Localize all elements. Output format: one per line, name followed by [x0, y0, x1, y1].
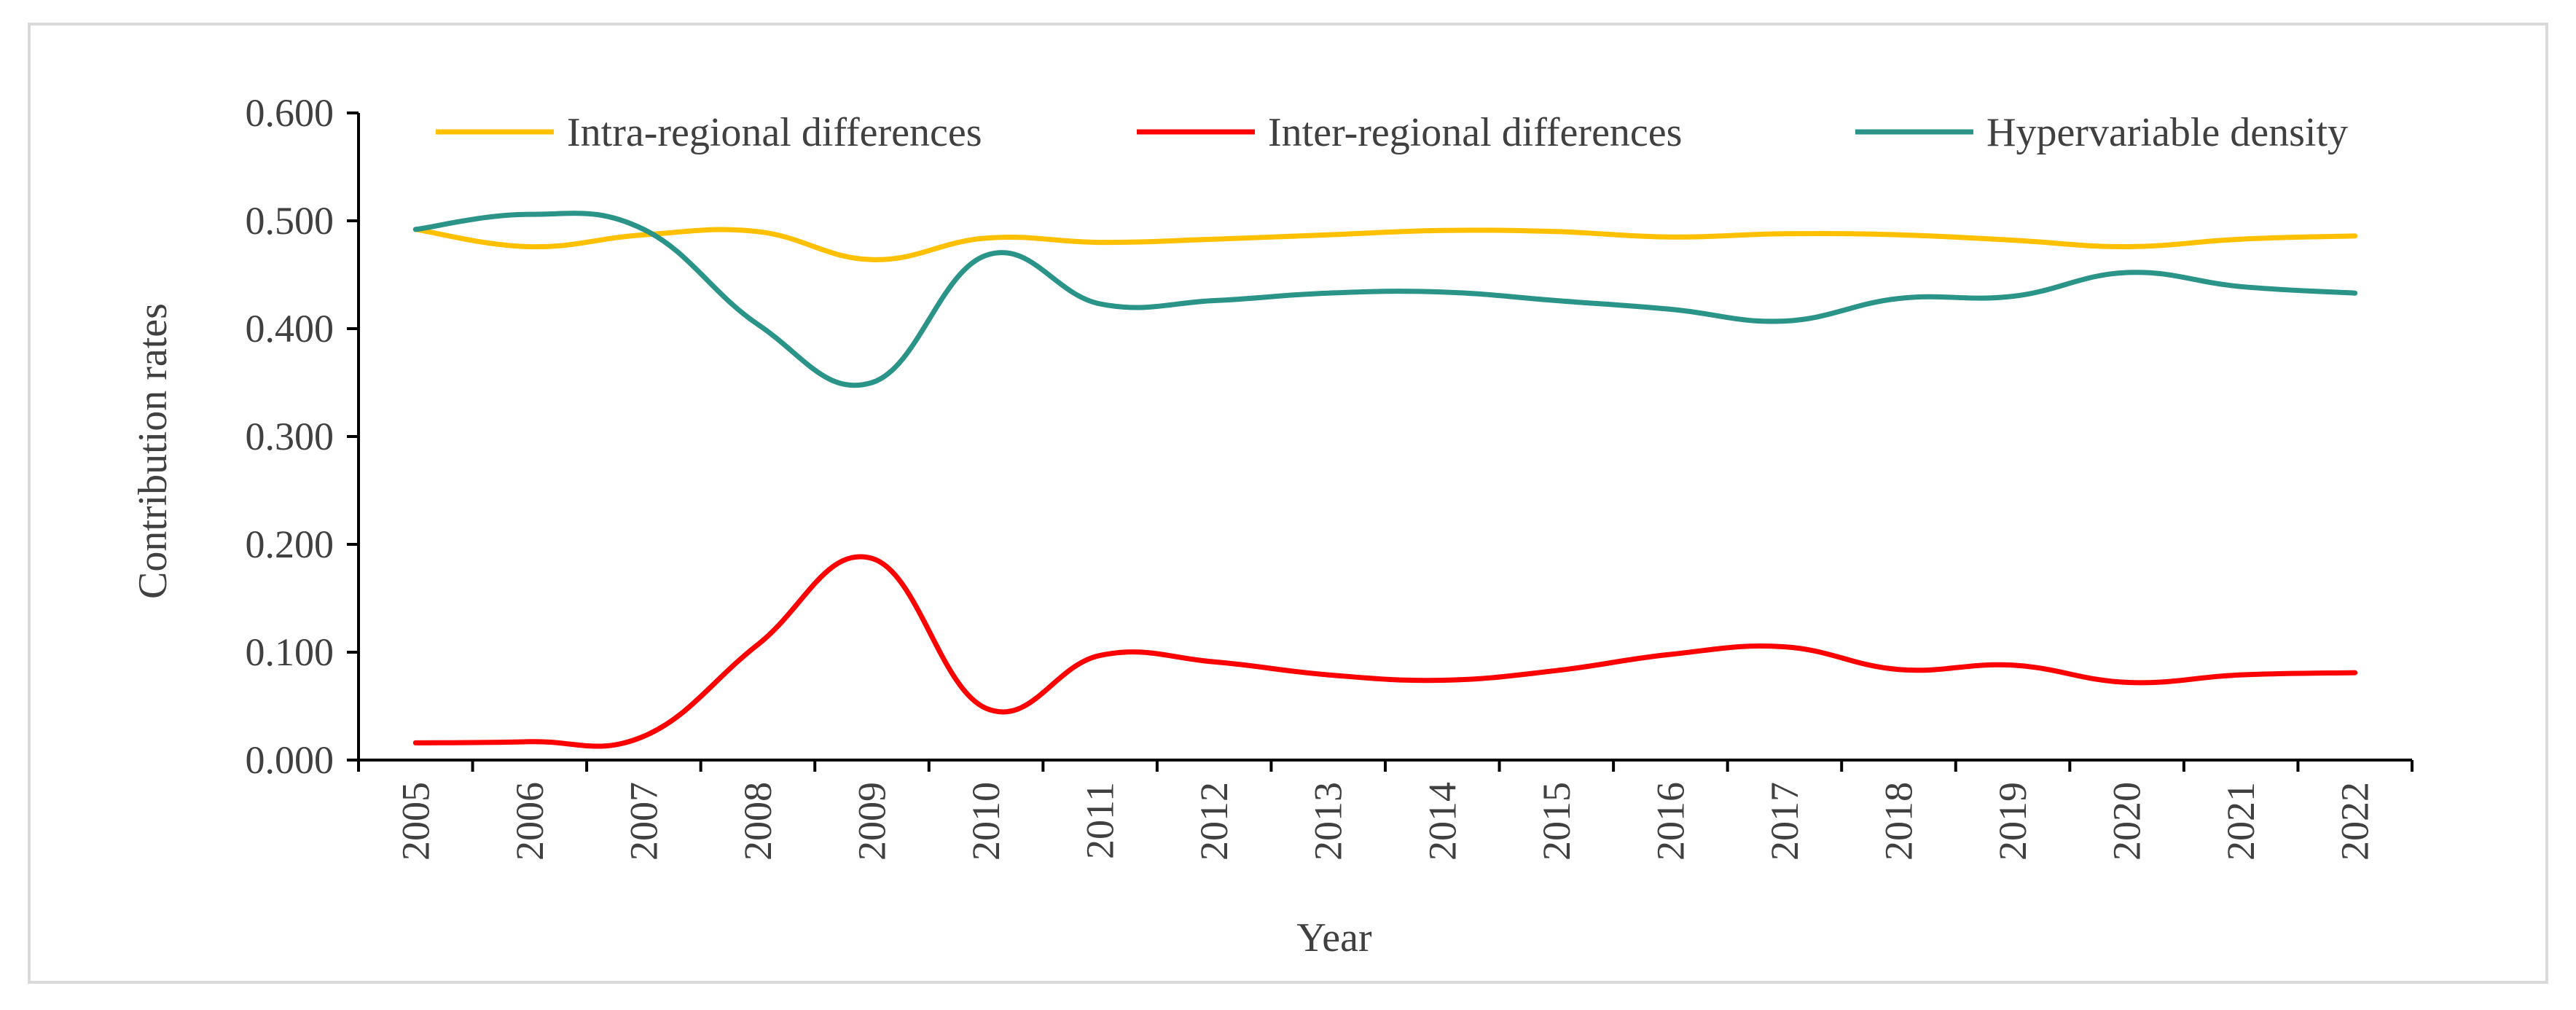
x-tick-label: 2007 — [622, 782, 665, 861]
x-tick-label: 2012 — [1192, 782, 1236, 861]
x-tick-label: 2010 — [964, 782, 1008, 861]
x-tick-label: 2008 — [736, 782, 780, 861]
y-tick-label: 0.200 — [246, 522, 334, 566]
x-tick-label: 2006 — [508, 782, 552, 861]
chart-legend: Intra-regional differences Inter-regional… — [436, 110, 2348, 155]
x-tick-label: 2009 — [850, 782, 894, 861]
x-tick-label: 2011 — [1078, 782, 1122, 859]
y-tick-label: 0.300 — [246, 415, 334, 458]
x-tick-label: 2018 — [1877, 782, 1921, 861]
y-tick-label: 0.500 — [246, 199, 334, 243]
y-tick-label: 0.100 — [246, 630, 334, 674]
series-line-inter-regional-differences — [412, 554, 2358, 749]
series-line-hypervariable-density — [412, 211, 2358, 388]
x-axis-title: Year — [1296, 915, 1372, 960]
x-tick-label: 2005 — [394, 782, 437, 861]
x-tick-label: 2020 — [2105, 782, 2149, 861]
x-tick-label: 2016 — [1648, 782, 1692, 861]
legend-label-inter-regional-differences: Inter-regional differences — [1268, 110, 1682, 155]
chart-border — [28, 23, 2548, 984]
x-tick-label: 2013 — [1307, 782, 1350, 861]
x-tick-label: 2015 — [1535, 782, 1578, 861]
y-tick-label: 0.400 — [246, 307, 334, 351]
series-layer — [412, 211, 2358, 749]
series-line-intra-regional-differences — [412, 227, 2358, 262]
y-tick-label: 0.600 — [246, 91, 334, 135]
legend-label-intra-regional-differences: Intra-regional differences — [567, 110, 982, 155]
x-tick-label: 2021 — [2219, 782, 2263, 861]
x-axis: 2005 2006 2007 2008 2009 2010 2011 2012 2013 2014… — [357, 759, 2413, 861]
y-axis: 0.000 0.100 0.200 0.300 0.400 0.500 0.600 — [246, 91, 360, 782]
x-tick-label: 2019 — [1991, 782, 2035, 861]
x-tick-label: 2022 — [2333, 782, 2377, 861]
y-tick-label: 0.000 — [246, 738, 334, 782]
y-axis-title: Contribution rates — [130, 303, 176, 599]
legend-label-hypervariable-density: Hypervariable density — [1986, 110, 2348, 155]
x-tick-label: 2014 — [1420, 782, 1464, 861]
x-tick-label: 2017 — [1763, 782, 1806, 861]
